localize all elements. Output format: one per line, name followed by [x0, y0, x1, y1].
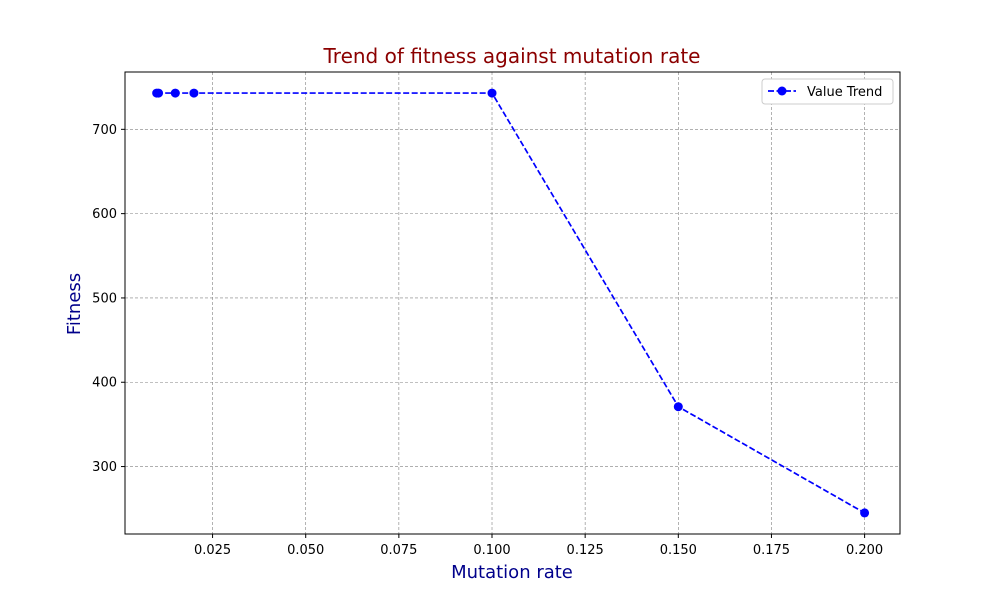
axis-ticks: 0.025 0.050 0.075 0.100 0.125 0.150 0.175 0.200… — [92, 123, 883, 558]
data-point — [170, 88, 180, 98]
y-tick-label: 300 — [92, 460, 117, 475]
plot-area-frame — [124, 71, 901, 535]
y-tick-label: 500 — [92, 291, 117, 306]
legend-label: Value Trend — [807, 85, 882, 100]
x-tick-label: 0.150 — [660, 543, 697, 558]
data-point — [860, 508, 870, 518]
data-point — [154, 88, 164, 98]
y-axis-label: Fitness — [64, 273, 85, 335]
grid-lines — [125, 72, 900, 534]
legend: Value Trend — [761, 78, 894, 105]
x-axis-label: Mutation rate — [451, 562, 573, 583]
legend-marker-sample — [777, 86, 787, 96]
y-tick-label: 400 — [92, 376, 117, 391]
chart-title: Trend of fitness against mutation rate — [323, 44, 701, 68]
series-layer — [152, 88, 870, 518]
x-tick-label: 0.175 — [753, 543, 790, 558]
data-point — [189, 88, 199, 98]
x-tick-label: 0.050 — [287, 543, 324, 558]
x-tick-label: 0.125 — [567, 543, 604, 558]
x-tick-label: 0.075 — [380, 543, 417, 558]
series-line — [156, 92, 866, 514]
y-tick-label: 600 — [92, 207, 117, 222]
legend-box — [761, 78, 894, 105]
data-point — [487, 88, 497, 98]
x-tick-label: 0.100 — [473, 543, 510, 558]
y-tick-label: 700 — [92, 123, 117, 138]
data-point — [673, 402, 683, 412]
x-tick-label: 0.025 — [194, 543, 231, 558]
x-tick-label: 0.200 — [846, 543, 883, 558]
